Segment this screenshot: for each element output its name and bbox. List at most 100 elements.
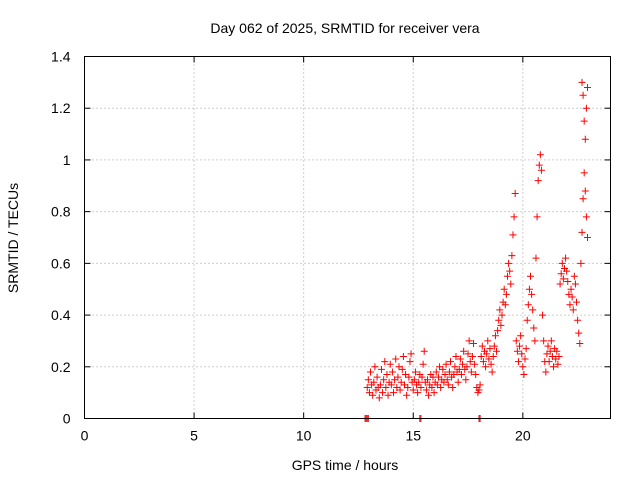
data-point bbox=[371, 363, 379, 371]
data-point bbox=[466, 358, 474, 366]
data-point bbox=[376, 381, 384, 389]
data-point bbox=[507, 280, 515, 288]
data-point bbox=[555, 352, 563, 360]
data-point bbox=[569, 306, 577, 314]
data-point bbox=[489, 352, 497, 360]
data-point bbox=[490, 342, 498, 350]
data-point bbox=[486, 345, 494, 353]
data-point bbox=[517, 332, 525, 340]
data-point bbox=[369, 391, 377, 399]
data-point bbox=[475, 386, 483, 394]
data-point bbox=[373, 373, 381, 381]
data-point bbox=[367, 368, 375, 376]
data-point bbox=[516, 342, 524, 350]
data-point bbox=[497, 321, 505, 329]
x-tick-label: 20 bbox=[515, 428, 531, 444]
data-point bbox=[513, 347, 521, 355]
data-point bbox=[553, 347, 561, 355]
data-point bbox=[439, 365, 447, 373]
data-point bbox=[420, 347, 428, 355]
data-point bbox=[531, 337, 539, 345]
data-point bbox=[530, 324, 538, 332]
data-point bbox=[583, 84, 591, 92]
data-point bbox=[546, 347, 554, 355]
data-point bbox=[451, 363, 459, 371]
data-point bbox=[406, 358, 414, 366]
chart-title: Day 062 of 2025, SRMTID for receiver ver… bbox=[210, 20, 479, 36]
data-point bbox=[574, 316, 582, 324]
y-tick-label: 0 bbox=[63, 411, 71, 427]
data-point bbox=[462, 376, 470, 384]
data-point bbox=[518, 350, 526, 358]
data-point bbox=[464, 350, 472, 358]
data-point bbox=[398, 365, 406, 373]
data-point bbox=[417, 383, 425, 391]
data-point bbox=[484, 337, 492, 345]
data-point bbox=[532, 254, 540, 262]
data-point bbox=[559, 275, 567, 283]
data-point bbox=[380, 376, 388, 384]
data-point bbox=[579, 91, 587, 99]
data-point bbox=[379, 389, 387, 397]
data-point bbox=[571, 280, 579, 288]
data-point bbox=[485, 355, 493, 363]
data-point bbox=[405, 373, 413, 381]
data-point bbox=[498, 311, 506, 319]
data-point bbox=[512, 337, 520, 345]
data-point bbox=[384, 391, 392, 399]
data-point bbox=[471, 360, 479, 368]
data-point bbox=[363, 383, 371, 391]
data-point bbox=[447, 358, 455, 366]
data-point bbox=[467, 368, 475, 376]
data-point bbox=[509, 231, 517, 239]
data-point bbox=[582, 104, 590, 112]
data-point bbox=[520, 371, 528, 379]
data-point bbox=[550, 363, 558, 371]
data-point bbox=[442, 360, 450, 368]
data-point bbox=[414, 389, 422, 397]
data-point bbox=[423, 376, 431, 384]
y-tick-label: 0.4 bbox=[51, 307, 71, 323]
data-point bbox=[432, 368, 440, 376]
data-point bbox=[563, 267, 571, 275]
data-point bbox=[542, 368, 550, 376]
data-point bbox=[428, 383, 436, 391]
data-point bbox=[566, 301, 574, 309]
y-tick-label: 0.2 bbox=[51, 359, 71, 375]
plot-frame bbox=[84, 56, 611, 419]
data-point bbox=[494, 327, 502, 335]
data-point bbox=[519, 363, 527, 371]
data-point bbox=[444, 381, 452, 389]
data-point bbox=[583, 234, 591, 241]
data-point bbox=[501, 301, 509, 309]
data-point bbox=[419, 360, 427, 368]
data-point bbox=[562, 254, 570, 262]
data-point bbox=[502, 290, 510, 298]
x-tick-label: 15 bbox=[405, 428, 421, 444]
data-point bbox=[454, 378, 462, 386]
data-point bbox=[482, 363, 490, 371]
y-tick-label: 1 bbox=[63, 152, 71, 168]
data-point bbox=[545, 358, 553, 366]
data-point bbox=[470, 340, 478, 348]
data-point bbox=[511, 190, 519, 198]
y-axis-label: SRMTID / TECUs bbox=[5, 183, 21, 293]
data-point bbox=[567, 285, 575, 293]
data-point bbox=[539, 311, 547, 319]
data-point bbox=[581, 135, 589, 143]
data-point bbox=[570, 272, 578, 280]
data-point bbox=[493, 347, 501, 355]
data-point bbox=[394, 373, 402, 381]
y-tick-label: 1.2 bbox=[51, 100, 71, 116]
data-point bbox=[476, 381, 484, 389]
data-point bbox=[457, 371, 465, 379]
data-point bbox=[441, 371, 449, 379]
data-point bbox=[534, 177, 542, 185]
data-point bbox=[382, 383, 390, 391]
data-point bbox=[392, 355, 400, 363]
data-point bbox=[430, 389, 438, 397]
data-point bbox=[410, 376, 418, 384]
data-point bbox=[581, 187, 589, 195]
